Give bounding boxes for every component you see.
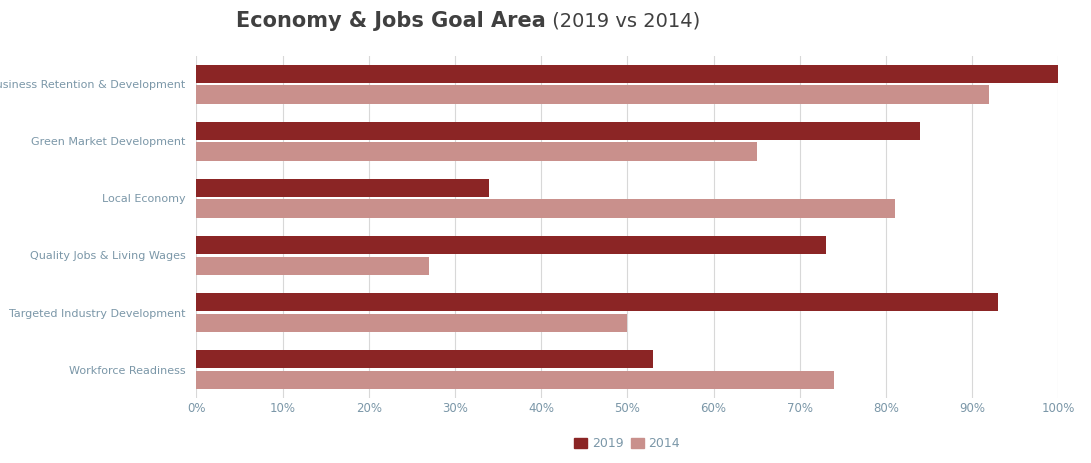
Text: (2019 vs 2014): (2019 vs 2014) — [546, 11, 699, 31]
Bar — [196, 371, 835, 389]
Bar — [196, 142, 757, 161]
Bar — [196, 236, 826, 254]
Bar — [196, 85, 990, 104]
Bar — [196, 179, 490, 197]
Bar — [196, 313, 627, 332]
Bar — [196, 200, 895, 218]
Bar — [196, 350, 654, 369]
Text: Economy & Jobs Goal Area: Economy & Jobs Goal Area — [236, 11, 546, 31]
Bar — [196, 257, 429, 275]
Legend: 2019, 2014: 2019, 2014 — [571, 433, 684, 454]
Bar — [196, 65, 1058, 83]
Bar — [196, 122, 921, 140]
Bar — [196, 293, 998, 312]
